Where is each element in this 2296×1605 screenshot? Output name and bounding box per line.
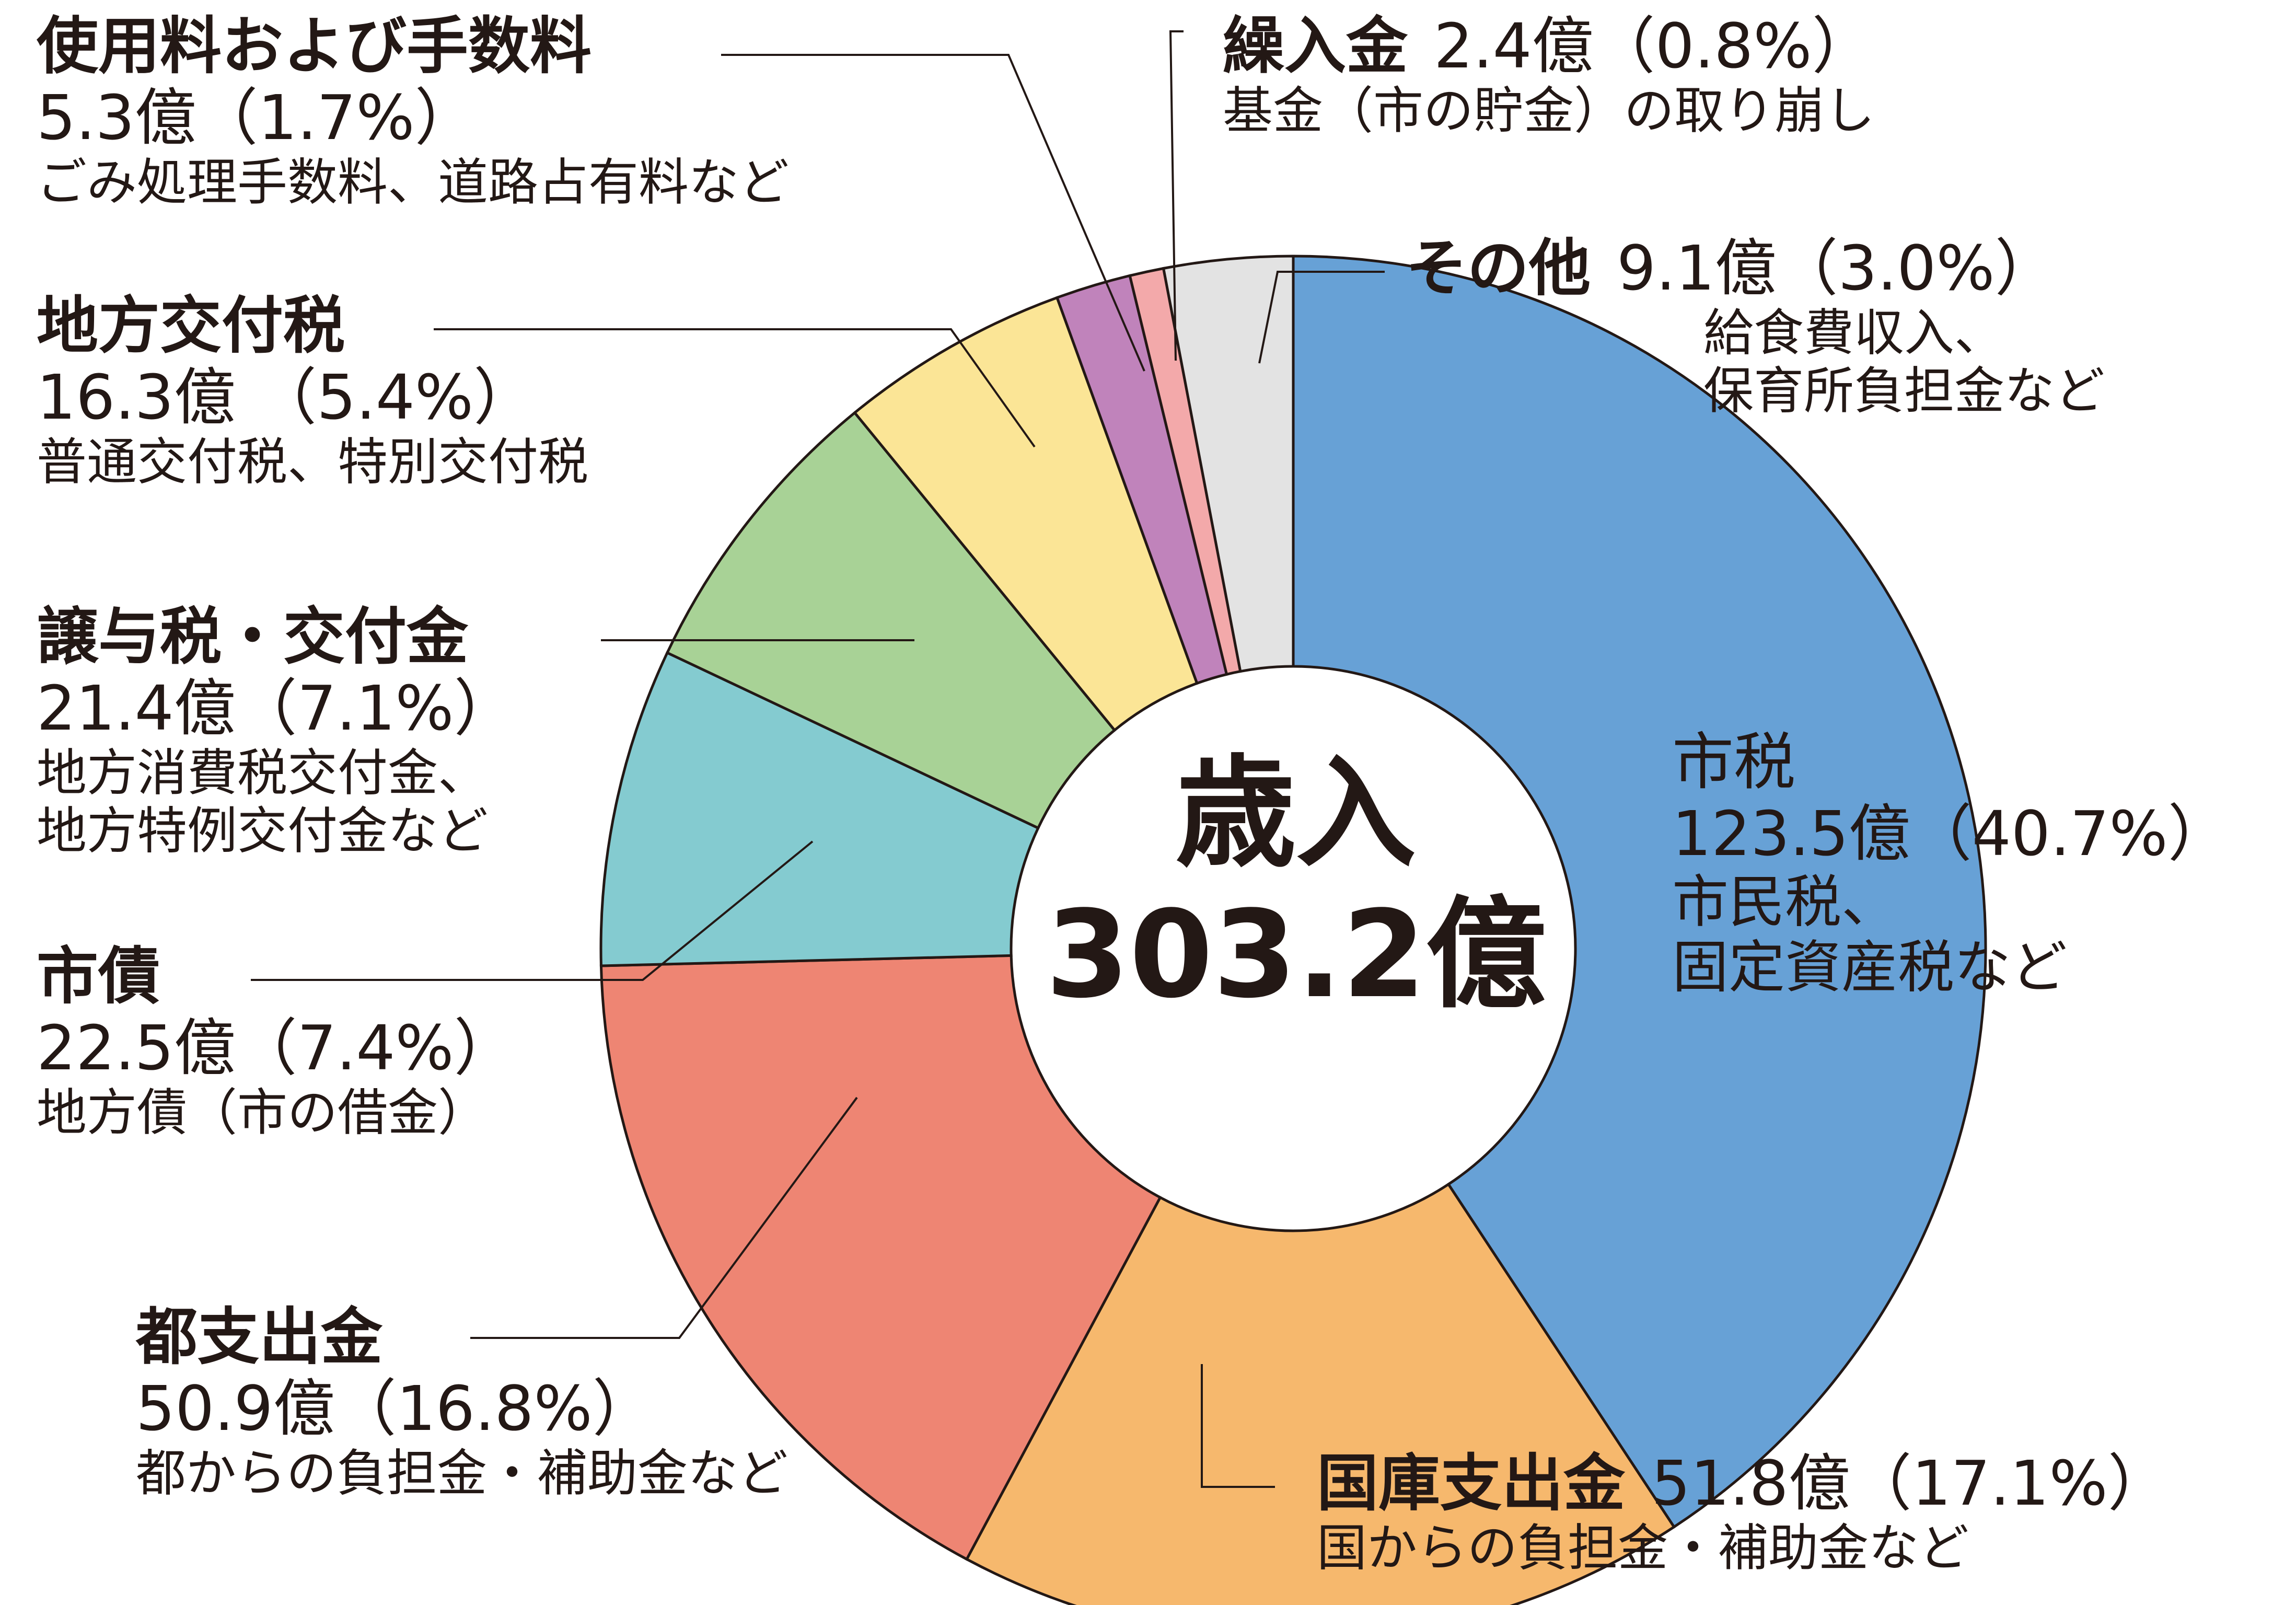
label-shiyouryou-note: ごみ処理手数料、道路占有料など — [37, 153, 789, 212]
slice-toshishutsu — [599, 954, 1162, 1561]
leader-toshishutsu — [470, 1096, 858, 1339]
label-koufuzei-title: 地方交付税 — [37, 290, 345, 362]
label-kokko-title: 国庫支出金 — [1317, 1447, 1626, 1519]
label-kurinyu-amount: 2.4億（0.8%） — [1434, 10, 1874, 82]
label-jouyo-amount: 21.4億（7.1%） — [37, 672, 516, 744]
label-shizei-title: 市税 — [1672, 726, 1796, 798]
label-kurinyu-title: 繰入金 — [1223, 10, 1408, 82]
label-kurinyu: 繰入金 2.4億（0.8%） 基金（市の貯金）の取り崩し — [1223, 10, 1875, 140]
label-toshishutsu-note: 都からの負担金・補助金など — [136, 1444, 788, 1503]
leader-kokko — [1201, 1364, 1275, 1488]
label-shizei-amount: 123.5億（40.7%） — [1672, 797, 2230, 870]
leader-koufuzei — [434, 328, 1036, 448]
label-koufuzei: 地方交付税 16.3億 （5.4%） 普通交付税、特別交付税 — [37, 290, 588, 491]
slice-kokko — [965, 1182, 1676, 1605]
leader-lines — [251, 30, 1385, 1488]
label-shisai: 市債 22.5億（7.4%） 地方債（市の借金） — [37, 941, 516, 1142]
center-total: 303.2億 — [1046, 885, 1546, 1025]
label-shiyouryou-title: 使用料および手数料 — [37, 10, 592, 82]
leader-shiyouryou — [721, 54, 1145, 372]
label-kokko-amount: 51.8億（17.1%） — [1651, 1447, 2170, 1519]
label-shiyouryou-amount: 5.3億（1.7%） — [37, 81, 477, 154]
slice-shisai — [599, 651, 1040, 967]
label-kurinyu-note: 基金（市の貯金）の取り崩し — [1223, 81, 1875, 140]
label-sonota-amount: 9.1億（3.0%） — [1617, 232, 2057, 304]
center-title: 歳入 — [1175, 744, 1417, 884]
leader-sonota — [1258, 271, 1385, 364]
label-sonota-title: その他 — [1406, 232, 1591, 304]
label-toshishutsu-title: 都支出金 — [136, 1301, 383, 1373]
label-shisai-amount: 22.5億（7.4%） — [37, 1011, 516, 1084]
label-jouyo-note-1: 地方消費税交付金、 — [37, 743, 488, 802]
label-sonota-note-1: 給食費収入、 — [1703, 303, 2004, 362]
label-jouyo: 譲与税・交付金 21.4億（7.1%） 地方消費税交付金、 地方特例交付金など — [37, 601, 516, 860]
slice-jouyo — [665, 411, 1117, 830]
label-shisai-note: 地方債（市の借金） — [37, 1083, 488, 1142]
label-shizei-note-1: 市民税、 — [1672, 869, 1898, 935]
label-shizei: 市税 123.5億（40.7%） 市民税、 固定資産税など — [1672, 726, 2230, 1000]
label-shiyouryou: 使用料および手数料 5.3億（1.7%） ごみ処理手数料、道路占有料など — [37, 10, 789, 212]
leader-kurinyu — [1169, 30, 1184, 361]
label-sonota-note-2: 保育所負担金など — [1703, 362, 2105, 421]
label-koufuzei-amount: 16.3億 （5.4%） — [37, 361, 536, 433]
slice-koufuzei — [853, 296, 1199, 732]
label-sonota: その他 9.1億（3.0%） 給食費収入、 保育所負担金など — [1406, 233, 2105, 421]
label-jouyo-note-2: 地方特例交付金など — [37, 802, 488, 861]
label-shizei-note-2: 固定資産税など — [1672, 935, 2068, 1001]
donut-slices — [599, 255, 1987, 1605]
label-jouyo-title: 譲与税・交付金 — [37, 601, 469, 673]
label-koufuzei-note: 普通交付税、特別交付税 — [37, 432, 588, 491]
leader-shisai — [251, 840, 814, 981]
label-shisai-title: 市債 — [37, 940, 160, 1012]
label-toshishutsu: 都支出金 50.9億（16.8%） 都からの負担金・補助金など — [136, 1301, 788, 1503]
label-toshishutsu-amount: 50.9億（16.8%） — [136, 1372, 654, 1445]
label-kokko: 国庫支出金 51.8億（17.1%） 国からの負担金・補助金など — [1317, 1448, 2170, 1577]
label-kokko-note: 国からの負担金・補助金など — [1317, 1518, 1969, 1577]
